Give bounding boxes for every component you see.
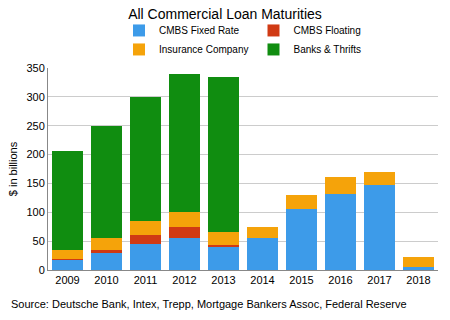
svg-text:$ in billions: $ in billions bbox=[7, 141, 19, 196]
svg-text:CMBS Floating: CMBS Floating bbox=[294, 25, 361, 36]
svg-text:2018: 2018 bbox=[406, 274, 430, 286]
svg-text:350: 350 bbox=[26, 62, 44, 74]
svg-text:All Commercial Loan Maturities: All Commercial Loan Maturities bbox=[128, 6, 322, 22]
svg-text:CMBS Fixed Rate: CMBS Fixed Rate bbox=[159, 25, 239, 36]
svg-text:2012: 2012 bbox=[172, 274, 196, 286]
svg-text:2009: 2009 bbox=[55, 274, 79, 286]
svg-text:2011: 2011 bbox=[134, 274, 158, 286]
svg-text:2013: 2013 bbox=[211, 274, 235, 286]
svg-text:Source: Deutsche Bank, Intex,: Source: Deutsche Bank, Intex, Trepp, Mor… bbox=[11, 298, 407, 310]
svg-text:100: 100 bbox=[26, 206, 44, 218]
svg-text:50: 50 bbox=[33, 235, 45, 247]
svg-text:2014: 2014 bbox=[250, 274, 274, 286]
svg-text:2010: 2010 bbox=[94, 274, 118, 286]
svg-text:2015: 2015 bbox=[289, 274, 313, 286]
svg-text:Banks & Thrifts: Banks & Thrifts bbox=[294, 44, 362, 55]
svg-text:0: 0 bbox=[39, 264, 45, 276]
svg-text:2017: 2017 bbox=[367, 274, 391, 286]
svg-text:200: 200 bbox=[26, 148, 44, 160]
svg-text:300: 300 bbox=[26, 91, 44, 103]
svg-text:Insurance Company: Insurance Company bbox=[159, 44, 249, 55]
svg-text:2016: 2016 bbox=[328, 274, 352, 286]
svg-text:250: 250 bbox=[26, 120, 44, 132]
svg-text:150: 150 bbox=[26, 177, 44, 189]
